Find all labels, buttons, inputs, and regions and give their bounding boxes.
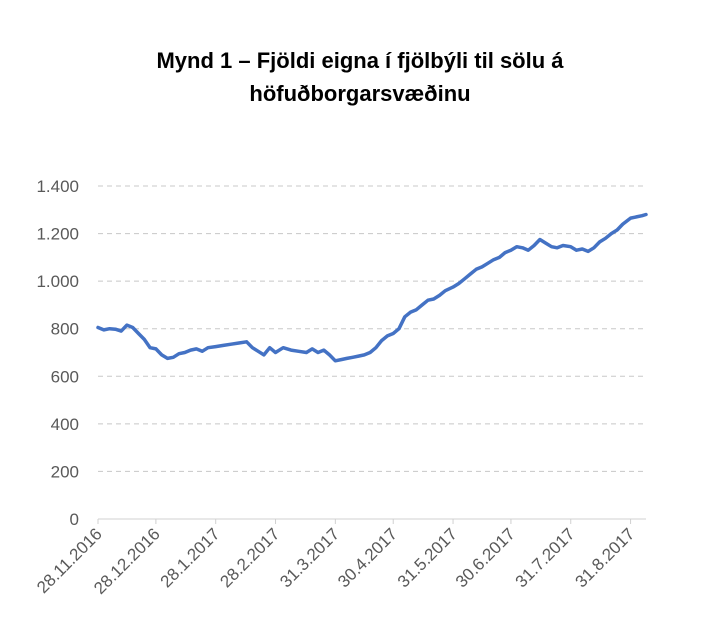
chart-title-line-1: Mynd 1 – Fjöldi eigna í fjölbýli til söl…	[156, 48, 564, 73]
x-tick-label: 30.6.2017	[452, 524, 519, 591]
x-tick-label: 31.3.2017	[276, 524, 343, 591]
chart-title-line-2: höfuðborgarsvæðinu	[249, 81, 471, 106]
y-tick-label: 200	[51, 462, 79, 481]
x-tick-label: 31.7.2017	[512, 524, 579, 591]
y-axis-tick-labels: 0 200 400 600 800 1.000 1.200 1.400	[36, 177, 79, 529]
y-tick-label: 600	[51, 367, 79, 386]
series-line	[96, 212, 648, 363]
x-tick-label: 30.4.2017	[334, 524, 401, 591]
y-tick-label: 400	[51, 415, 79, 434]
y-tick-label: 1.400	[36, 177, 79, 196]
x-tick-label: 31.8.2017	[571, 524, 638, 591]
x-tick-label: 28.2.2017	[216, 524, 283, 591]
x-tick-label: 31.5.2017	[394, 524, 461, 591]
x-tick-label: 28.1.2017	[157, 524, 224, 591]
x-axis-tick-labels: 28.11.201628.12.201628.1.201728.2.201731…	[33, 519, 638, 598]
chart-title: Mynd 1 – Fjöldi eigna í fjölbýli til söl…	[60, 44, 660, 110]
gridlines	[98, 185, 646, 472]
y-tick-label: 1.200	[36, 225, 79, 244]
y-tick-label: 800	[51, 320, 79, 339]
y-tick-label: 0	[70, 510, 79, 529]
y-tick-label: 1.000	[36, 272, 79, 291]
